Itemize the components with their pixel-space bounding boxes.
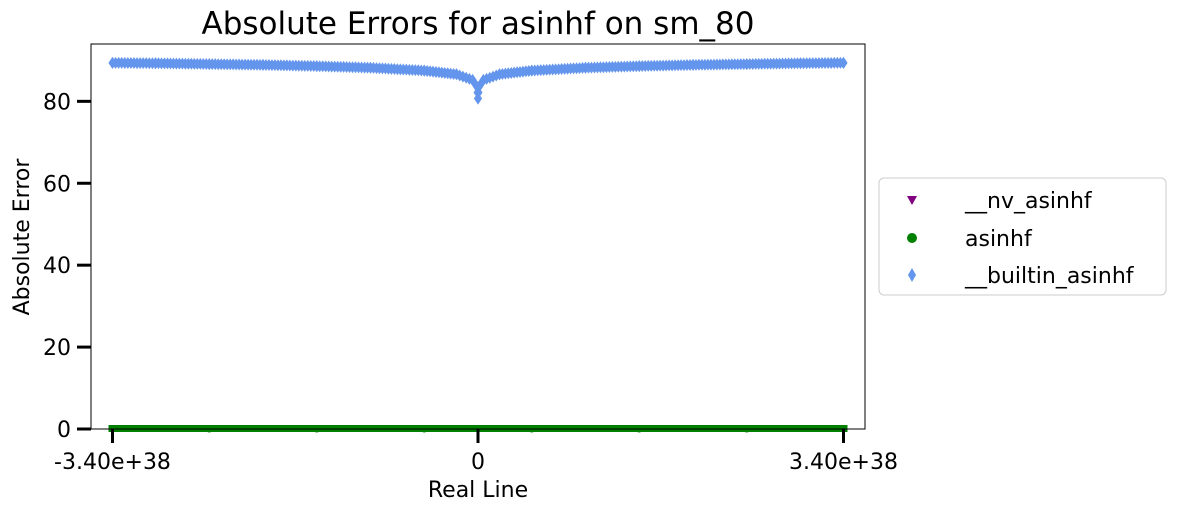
legend-marker-nv-asinhf	[907, 196, 917, 205]
y-axis: 0 20 40 60 80	[43, 90, 91, 443]
plot-marks	[108, 56, 848, 433]
builtin-asinhf-point	[452, 68, 461, 81]
builtin-asinhf-point	[495, 68, 504, 81]
legend-label: __nv_asinhf	[964, 189, 1093, 214]
y-tick-label: 80	[43, 90, 71, 115]
y-axis-label: Absolute Error	[10, 158, 35, 316]
builtin-asinhf-point	[205, 58, 214, 71]
builtin-asinhf-point	[474, 92, 482, 105]
y-tick-label: 40	[43, 254, 71, 279]
builtin-asinhf-point	[420, 64, 429, 77]
builtin-asinhf-point	[689, 58, 697, 71]
x-tick-label: -3.40e+38	[54, 450, 171, 475]
legend-frame	[878, 177, 1167, 296]
y-tick-label: 20	[43, 336, 71, 361]
builtin-asinhf-point	[839, 56, 848, 69]
builtin-asinhf-point	[108, 56, 117, 69]
x-axis: -3.40e+38 0 3.40e+38	[54, 429, 898, 475]
legend-label: asinhf	[965, 227, 1033, 252]
chart-title: Absolute Errors for asinhf on sm_80	[202, 6, 755, 42]
builtin-asinhf-point	[796, 57, 805, 70]
builtin-asinhf-point	[479, 74, 488, 87]
x-axis-label: Real Line	[428, 478, 528, 503]
builtin-asinhf-point	[475, 80, 484, 93]
builtin-asinhf-point	[366, 61, 375, 74]
legend-label: __builtin_asinhf	[964, 264, 1135, 289]
builtin-asinhf-point	[581, 61, 590, 74]
legend-marker-builtin-asinhf	[908, 268, 916, 282]
builtin-asinhf-point	[527, 64, 536, 77]
y-tick-label: 60	[43, 172, 71, 197]
legend-marker-asinhf	[907, 233, 917, 243]
builtin-asinhf-point	[742, 58, 751, 71]
builtin-asinhf-point	[259, 58, 267, 71]
builtin-asinhf-point	[312, 60, 321, 73]
builtin-asinhf-point	[635, 60, 644, 73]
x-tick-label: 0	[471, 450, 485, 475]
builtin-asinhf-point	[151, 57, 160, 70]
builtin-asinhf-point	[468, 74, 477, 87]
y-tick-label: 0	[57, 418, 71, 443]
x-tick-label: 3.40e+38	[789, 450, 898, 475]
